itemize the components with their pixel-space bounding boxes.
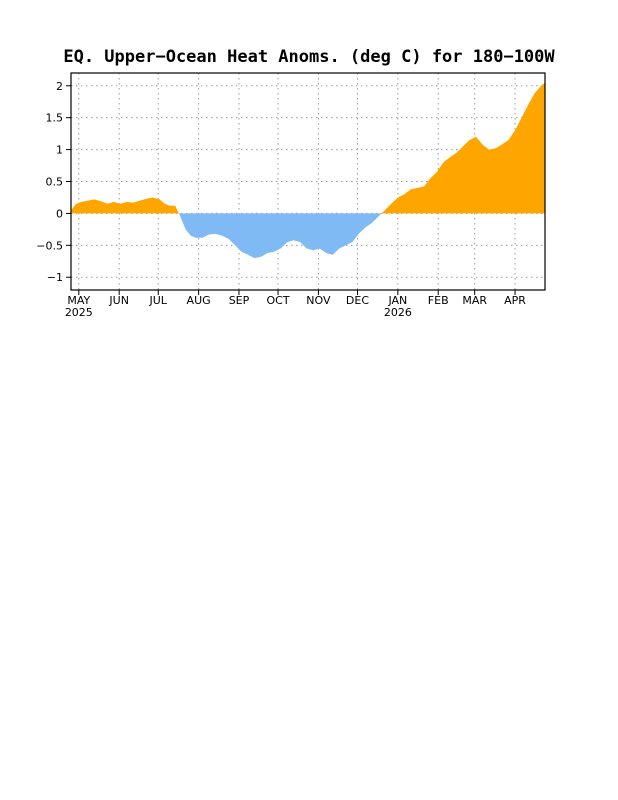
y-tick-label: 0.5 <box>46 176 64 189</box>
anomaly-areas <box>71 82 545 259</box>
x-tick-year-label: 2025 <box>65 306 93 319</box>
x-tick-label: FEB <box>428 294 449 307</box>
x-tick-label: AUG <box>187 294 211 307</box>
positive-anomaly-area <box>381 82 545 214</box>
y-tick-label: 1.5 <box>46 112 64 125</box>
plot-frame <box>70 72 546 291</box>
y-tick-label: 0 <box>56 207 63 220</box>
x-tick-label: JUN <box>108 294 129 307</box>
x-tick-label: JAN <box>387 294 407 307</box>
chart: EQ. Upper−Ocean Heat Anoms. (deg C) for … <box>36 47 555 319</box>
y-tick-label: 2 <box>56 80 63 93</box>
y-tick-label: −0.5 <box>36 239 63 252</box>
x-tick-label: JUL <box>149 294 168 307</box>
x-tick-label: DEC <box>346 294 369 307</box>
x-tick-label: NOV <box>306 294 331 307</box>
x-tick-label: APR <box>504 294 526 307</box>
y-tick-label: 1 <box>56 144 63 157</box>
x-tick-label: MAR <box>462 294 487 307</box>
x-tick-label: OCT <box>267 294 290 307</box>
x-tick-label: SEP <box>229 294 250 307</box>
y-tick-label: −1 <box>47 271 63 284</box>
x-tick-label: MAY <box>67 294 90 307</box>
x-tick-year-label: 2026 <box>384 306 412 319</box>
positive-anomaly-area <box>71 197 179 214</box>
chart-title: EQ. Upper−Ocean Heat Anoms. (deg C) for … <box>63 47 555 67</box>
negative-anomaly-area <box>178 213 382 259</box>
